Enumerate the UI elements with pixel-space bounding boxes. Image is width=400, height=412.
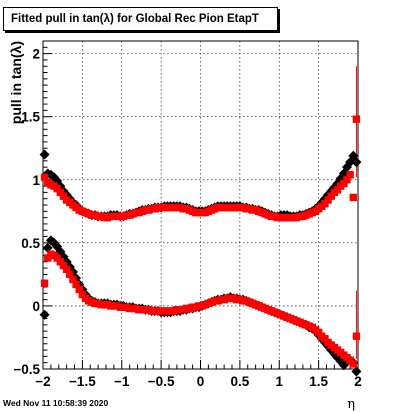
y-tick-label: 2 (32, 47, 40, 62)
data-point (349, 193, 357, 202)
x-tick-label: 0.5 (230, 374, 249, 389)
data-point (39, 309, 50, 320)
y-tick-label: 1 (32, 173, 40, 188)
x-tick-labels: −2 −1.5 −1 −0.5 0 0.5 1 1.5 2 (35, 374, 361, 389)
data-point (42, 242, 53, 253)
y-axis-label: pull in tan(λ) (8, 41, 24, 124)
data-point (314, 328, 323, 337)
data-point (352, 115, 361, 123)
x-tick-label: 1 (275, 374, 283, 389)
data-point (44, 254, 52, 262)
data-point (72, 280, 80, 289)
data-point (321, 200, 329, 208)
data-point (349, 360, 357, 368)
series-1 (40, 115, 361, 368)
x-tick-label: 0 (197, 374, 205, 389)
y-tick-label: 1.5 (21, 110, 40, 125)
data-point (327, 192, 335, 200)
y-tick-label: −0.5 (13, 362, 40, 377)
data-point (343, 176, 351, 184)
x-tick-label: −1 (114, 374, 130, 389)
data-point (351, 366, 362, 377)
data-point (340, 179, 348, 188)
data-point (346, 356, 354, 364)
data-point (40, 173, 49, 181)
x-axis-label: η (347, 397, 355, 412)
y-tick-labels: −0.5 0 0.5 1 1.5 2 (13, 47, 40, 377)
data-point (39, 149, 50, 160)
data-point (53, 184, 61, 193)
y-tick-label: 0 (32, 299, 40, 314)
grid-lines (43, 41, 358, 369)
data-point (352, 332, 361, 340)
data-point (69, 275, 77, 284)
data-point (62, 265, 71, 274)
chart-title: Fitted pull in tan(λ) for Global Rec Pio… (3, 7, 278, 31)
data-point (59, 192, 68, 200)
x-tick-label: 2 (354, 374, 362, 389)
data-point (53, 254, 61, 262)
data-point (346, 171, 354, 179)
data-point (59, 261, 68, 270)
y-tick-label: 0.5 (21, 236, 40, 251)
footer-timestamp: Wed Nov 11 10:58:39 2020 (3, 398, 109, 408)
data-point (56, 258, 65, 266)
data-series (39, 115, 362, 377)
axis-ticks (42, 40, 359, 370)
x-tick-label: −0.5 (148, 374, 175, 389)
x-tick-label: −2 (35, 374, 50, 389)
data-point (66, 270, 74, 279)
data-point (78, 290, 87, 299)
data-point (333, 186, 342, 194)
data-point (56, 188, 65, 197)
data-point (324, 196, 332, 204)
x-tick-label: −1.5 (69, 374, 96, 389)
data-point (75, 285, 83, 294)
data-point (40, 279, 49, 287)
data-point (321, 335, 329, 343)
x-tick-label: 1.5 (309, 374, 328, 389)
data-point (351, 157, 362, 168)
